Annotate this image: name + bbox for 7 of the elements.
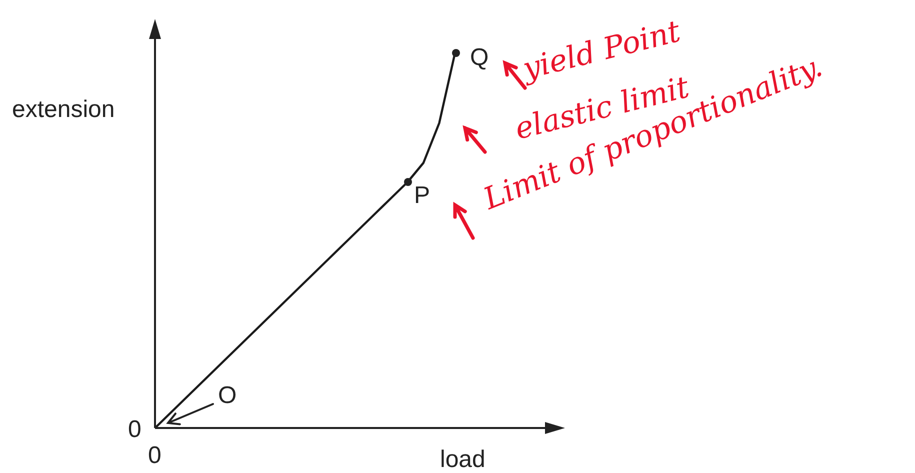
y-axis-title: extension (12, 96, 115, 124)
text: 0 (148, 442, 162, 470)
x-axis-title: load (440, 446, 486, 473)
annotation: P (414, 182, 430, 210)
text: 0 (128, 416, 142, 444)
annotation: O (218, 382, 237, 410)
text: Q (470, 44, 489, 72)
